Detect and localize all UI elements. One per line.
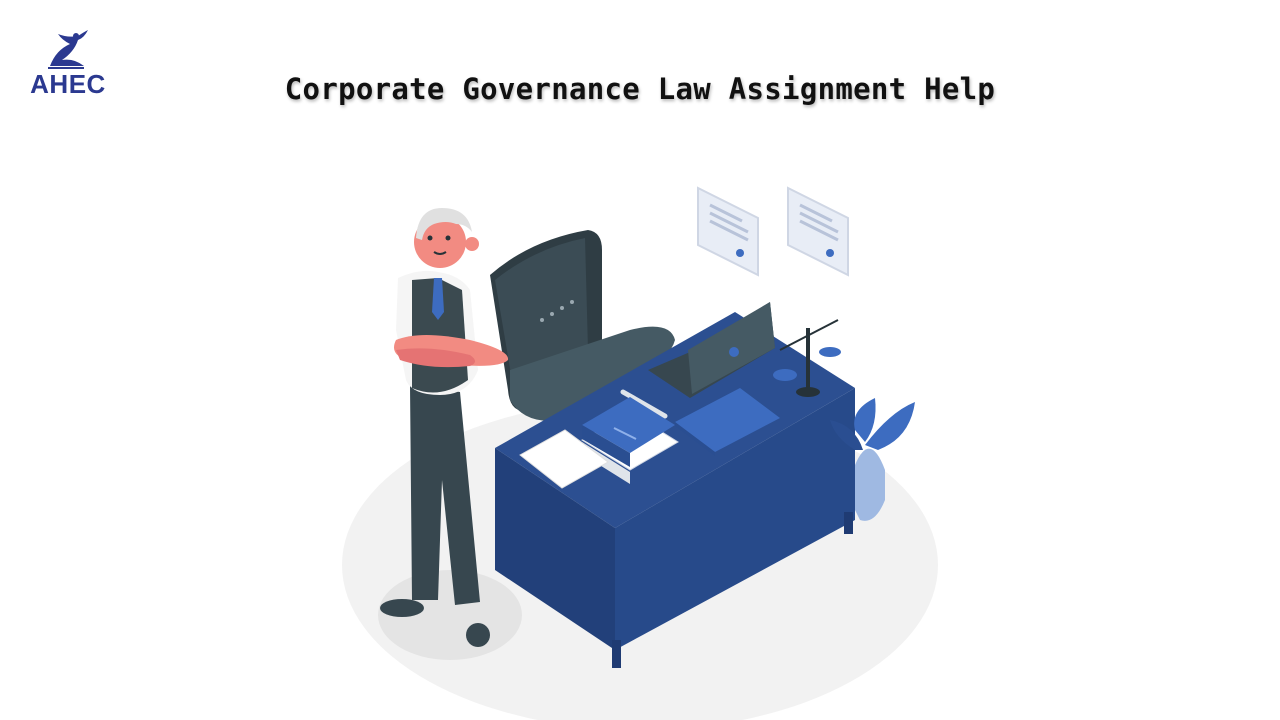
bird-logo-icon (48, 30, 88, 69)
office-chair (490, 230, 675, 421)
pen (620, 389, 668, 419)
potted-plant (830, 398, 915, 521)
page-title: Corporate Governance Law Assignment Help (284, 72, 996, 106)
ahec-logo: AHEC (26, 30, 110, 100)
lawyer-office-illustration (342, 186, 938, 720)
lawyer-man (380, 208, 509, 647)
laptop (648, 302, 775, 398)
logo-text: AHEC (30, 69, 106, 99)
certificate-left (697, 186, 759, 277)
papers (519, 429, 609, 489)
certificate-right (787, 186, 849, 277)
scale-of-justice-icon (773, 319, 841, 397)
folder (675, 388, 780, 456)
